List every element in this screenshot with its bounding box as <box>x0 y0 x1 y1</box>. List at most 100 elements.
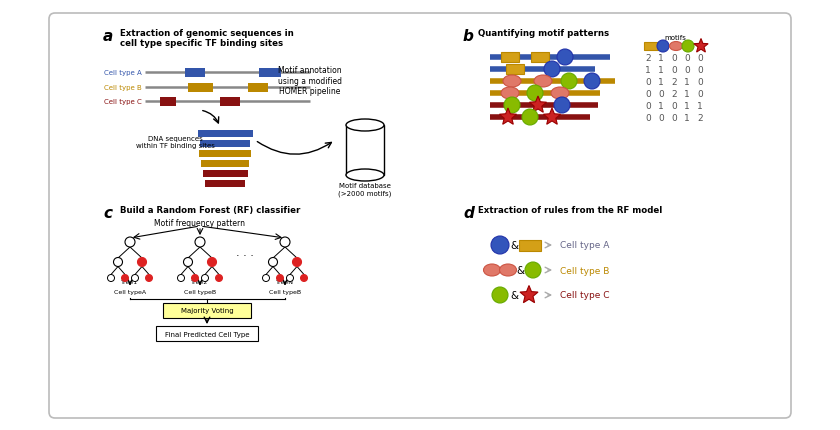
Ellipse shape <box>484 264 501 276</box>
Text: Tree2: Tree2 <box>192 280 208 284</box>
FancyBboxPatch shape <box>201 160 249 167</box>
Text: 0: 0 <box>658 89 664 98</box>
Text: 1: 1 <box>645 65 651 74</box>
Circle shape <box>202 275 208 282</box>
Text: 0: 0 <box>671 65 677 74</box>
FancyBboxPatch shape <box>156 326 258 341</box>
Text: Motif database
(>2000 motifs): Motif database (>2000 motifs) <box>339 183 391 196</box>
Polygon shape <box>694 40 708 53</box>
Text: 0: 0 <box>658 113 664 122</box>
FancyBboxPatch shape <box>501 53 519 63</box>
Circle shape <box>113 258 123 267</box>
Text: Cell type A: Cell type A <box>560 241 609 250</box>
Circle shape <box>492 287 508 303</box>
Circle shape <box>207 258 217 267</box>
Circle shape <box>280 237 290 247</box>
Polygon shape <box>543 109 560 125</box>
Text: Motif annotation
using a modified
HOMER pipeline: Motif annotation using a modified HOMER … <box>278 66 342 96</box>
Text: Quantifying motif patterns: Quantifying motif patterns <box>478 29 609 38</box>
Text: Motif frequency pattern: Motif frequency pattern <box>155 218 245 227</box>
Text: &: & <box>510 240 518 250</box>
Text: 1: 1 <box>684 89 690 98</box>
Text: 1: 1 <box>658 101 664 110</box>
Circle shape <box>584 74 600 90</box>
Text: Tree1: Tree1 <box>122 280 139 284</box>
Circle shape <box>122 275 129 282</box>
Circle shape <box>557 50 573 66</box>
Text: &: & <box>510 290 518 300</box>
Text: Cell type C: Cell type C <box>560 291 610 300</box>
Circle shape <box>195 237 205 247</box>
Text: Cell typeB: Cell typeB <box>184 289 216 294</box>
Text: 1: 1 <box>684 113 690 122</box>
Circle shape <box>544 62 560 78</box>
Circle shape <box>138 258 146 267</box>
FancyBboxPatch shape <box>519 240 541 251</box>
FancyBboxPatch shape <box>259 68 281 77</box>
FancyBboxPatch shape <box>185 68 205 77</box>
Ellipse shape <box>346 169 384 181</box>
Circle shape <box>292 258 302 267</box>
Circle shape <box>177 275 185 282</box>
Text: 0: 0 <box>684 53 690 62</box>
FancyBboxPatch shape <box>160 97 176 106</box>
FancyBboxPatch shape <box>506 65 524 75</box>
Circle shape <box>504 98 520 114</box>
Circle shape <box>522 110 538 126</box>
Text: a: a <box>103 29 113 44</box>
Text: &: & <box>516 265 524 275</box>
Text: 1: 1 <box>697 101 703 110</box>
Ellipse shape <box>551 88 569 100</box>
FancyBboxPatch shape <box>220 97 240 106</box>
Circle shape <box>183 258 192 267</box>
Text: 2: 2 <box>671 77 677 86</box>
Text: 0: 0 <box>645 113 651 122</box>
Text: Cell type B: Cell type B <box>104 85 142 91</box>
Text: 0: 0 <box>671 53 677 62</box>
Ellipse shape <box>503 76 521 88</box>
Text: TreeN: TreeN <box>276 280 294 284</box>
Text: 0: 0 <box>697 89 703 98</box>
Circle shape <box>286 275 293 282</box>
Text: Majority Voting: Majority Voting <box>181 308 234 314</box>
Circle shape <box>145 275 153 282</box>
Ellipse shape <box>346 120 384 132</box>
Text: Final Predicted Cell Type: Final Predicted Cell Type <box>165 331 249 337</box>
Text: b: b <box>463 29 474 44</box>
Circle shape <box>263 275 270 282</box>
Circle shape <box>276 275 284 282</box>
Text: Cell type C: Cell type C <box>104 99 142 105</box>
Text: 2: 2 <box>671 89 677 98</box>
Text: · · ·: · · · <box>236 250 254 261</box>
FancyBboxPatch shape <box>202 170 248 177</box>
Circle shape <box>108 275 114 282</box>
Circle shape <box>192 275 198 282</box>
Text: 0: 0 <box>697 53 703 62</box>
Circle shape <box>682 41 694 53</box>
Circle shape <box>527 86 543 102</box>
FancyBboxPatch shape <box>346 126 384 175</box>
Circle shape <box>132 275 139 282</box>
Text: 1: 1 <box>658 53 664 62</box>
FancyBboxPatch shape <box>248 83 268 92</box>
FancyBboxPatch shape <box>200 140 250 147</box>
Text: 1: 1 <box>684 101 690 110</box>
FancyBboxPatch shape <box>163 303 251 318</box>
Circle shape <box>525 262 541 278</box>
Text: 2: 2 <box>697 113 703 122</box>
Text: 0: 0 <box>697 65 703 74</box>
Polygon shape <box>500 109 517 125</box>
Circle shape <box>491 237 509 255</box>
Text: Build a Random Forest (RF) classifier: Build a Random Forest (RF) classifier <box>120 206 301 215</box>
Polygon shape <box>520 286 538 303</box>
Text: Cell typeA: Cell typeA <box>114 289 146 294</box>
Text: 1: 1 <box>684 77 690 86</box>
Text: 0: 0 <box>645 101 651 110</box>
Text: 0: 0 <box>697 77 703 86</box>
Circle shape <box>216 275 223 282</box>
FancyBboxPatch shape <box>49 14 791 418</box>
Polygon shape <box>529 97 547 113</box>
Circle shape <box>561 74 577 90</box>
FancyBboxPatch shape <box>205 180 245 187</box>
Text: 0: 0 <box>645 89 651 98</box>
